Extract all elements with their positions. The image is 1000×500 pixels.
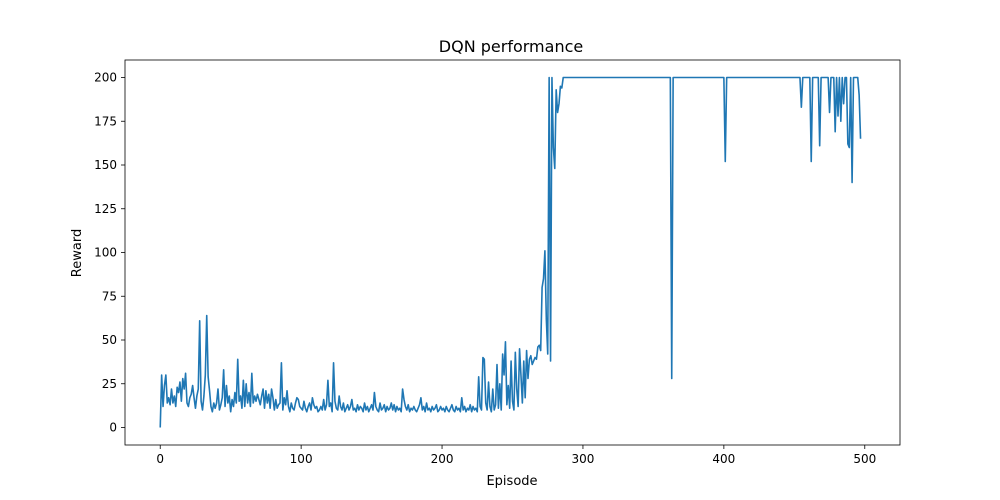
y-axis: 0 25 50 75 100 125 150 175 200 [94,71,125,435]
y-tick-label: 175 [94,114,117,128]
x-tick-label: 0 [156,452,164,466]
y-tick-label: 75 [102,289,117,303]
x-tick-label: 100 [290,452,313,466]
x-tick-label: 200 [431,452,454,466]
y-tick-label: 0 [109,421,117,435]
x-axis: 0 100 200 300 400 500 [156,445,876,466]
y-tick-label: 50 [102,333,117,347]
x-tick-label: 400 [712,452,735,466]
x-tick-label: 300 [572,452,595,466]
x-axis-label: Episode [486,474,537,489]
y-axis-label: Reward [70,229,85,277]
y-tick-label: 125 [94,202,117,216]
plot-area-frame [124,59,901,446]
y-tick-label: 150 [94,158,117,172]
x-tick-label: 500 [853,452,876,466]
y-tick-label: 100 [94,246,117,260]
chart-title: DQN performance [439,37,583,56]
y-tick-label: 25 [102,377,117,391]
y-tick-label: 200 [94,71,117,85]
series-line [159,76,862,428]
